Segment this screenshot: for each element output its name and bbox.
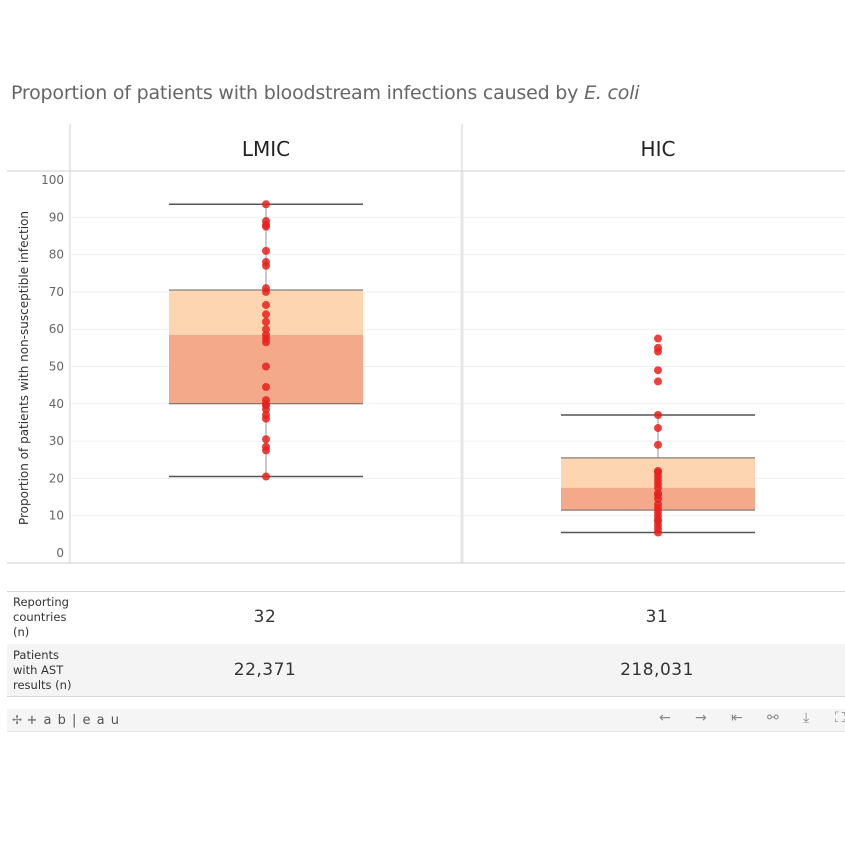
- row-value-countries-lmic: 32: [253, 607, 277, 627]
- data-point-lmic-9: [262, 396, 270, 405]
- y-tick-label-60: 60: [49, 322, 64, 336]
- y-tick-label-20: 20: [49, 471, 64, 485]
- data-point-lmic-18: [262, 300, 270, 309]
- data-point-hic-20: [654, 410, 662, 419]
- y-tick-label-40: 40: [49, 397, 64, 411]
- data-point-lmic-17: [262, 310, 270, 319]
- data-point-lmic-23: [262, 246, 270, 255]
- tableau-logo[interactable]: ✢ + a b | e a u: [12, 711, 120, 729]
- data-point-lmic-2: [262, 442, 270, 451]
- data-point-hic-24: [654, 343, 662, 352]
- data-point-hic-22: [654, 366, 662, 375]
- tableau-toolbar: [7, 709, 845, 732]
- revert-icon[interactable]: ⇤: [731, 710, 743, 726]
- column-header-hic: HIC: [641, 137, 676, 161]
- data-point-lmic-3: [262, 435, 270, 444]
- redo-icon[interactable]: →: [695, 710, 707, 726]
- y-tick-label-0: 0: [56, 546, 64, 560]
- data-point-hic-25: [654, 334, 662, 343]
- y-tick-label-80: 80: [49, 248, 64, 262]
- data-point-lmic-14: [262, 330, 270, 339]
- box-plot: 0 10 20 30 40 50 60 70 80 90 100 LMIC HIC: [7, 124, 845, 564]
- row-label-countries: Reporting countries (n): [13, 595, 69, 639]
- data-point-hic-21: [654, 377, 662, 386]
- table-row-countries: [7, 591, 845, 644]
- data-point-hic-11: [654, 489, 662, 498]
- data-point-lmic-0: [262, 472, 270, 481]
- data-point-lmic-11: [262, 362, 270, 371]
- data-point-lmic-10: [262, 383, 270, 392]
- row-value-patients-hic: 218,031: [620, 660, 694, 680]
- column-header-lmic: LMIC: [242, 137, 290, 161]
- data-point-lmic-15: [262, 325, 270, 334]
- y-tick-label-30: 30: [49, 434, 64, 448]
- y-tick-label-50: 50: [49, 360, 64, 374]
- tableau-logo-icon: ✢: [12, 713, 23, 727]
- y-tick-label-70: 70: [49, 285, 64, 299]
- row-value-countries-hic: 31: [645, 607, 669, 627]
- data-point-lmic-20: [262, 284, 270, 293]
- tableau-logo-text: + a b | e a u: [26, 713, 121, 728]
- row-label-patients: Patients with AST results (n): [13, 648, 72, 692]
- data-point-lmic-26: [262, 217, 270, 226]
- row-value-patients-lmic: 22,371: [233, 660, 297, 680]
- share-icon[interactable]: ⚯: [767, 710, 779, 726]
- data-points: [262, 200, 662, 537]
- undo-icon[interactable]: ←: [659, 710, 671, 726]
- data-point-lmic-22: [262, 258, 270, 267]
- download-icon[interactable]: ⤓: [803, 710, 810, 726]
- data-point-hic-18: [654, 440, 662, 449]
- table-row-patients: [7, 644, 845, 697]
- y-tick-label-10: 10: [49, 509, 64, 523]
- data-point-hic-19: [654, 424, 662, 433]
- chart-title: Proportion of patients with bloodstream …: [11, 82, 640, 104]
- data-point-hic-17: [654, 466, 662, 475]
- data-point-lmic-16: [262, 317, 270, 326]
- data-point-lmic-5: [262, 410, 270, 419]
- plot-frame: [7, 124, 845, 564]
- chart-title-italic: E. coli: [584, 82, 640, 104]
- data-point-lmic-27: [262, 200, 270, 209]
- column-headers: LMIC HIC: [242, 137, 676, 161]
- y-tick-label-100: 100: [41, 173, 64, 187]
- data-point-hic-8: [654, 500, 662, 509]
- fullscreen-icon[interactable]: ⛶: [835, 710, 845, 726]
- y-tick-label-90: 90: [49, 210, 64, 224]
- y-axis-ticks: 0 10 20 30 40 50 60 70 80 90 100: [41, 173, 64, 560]
